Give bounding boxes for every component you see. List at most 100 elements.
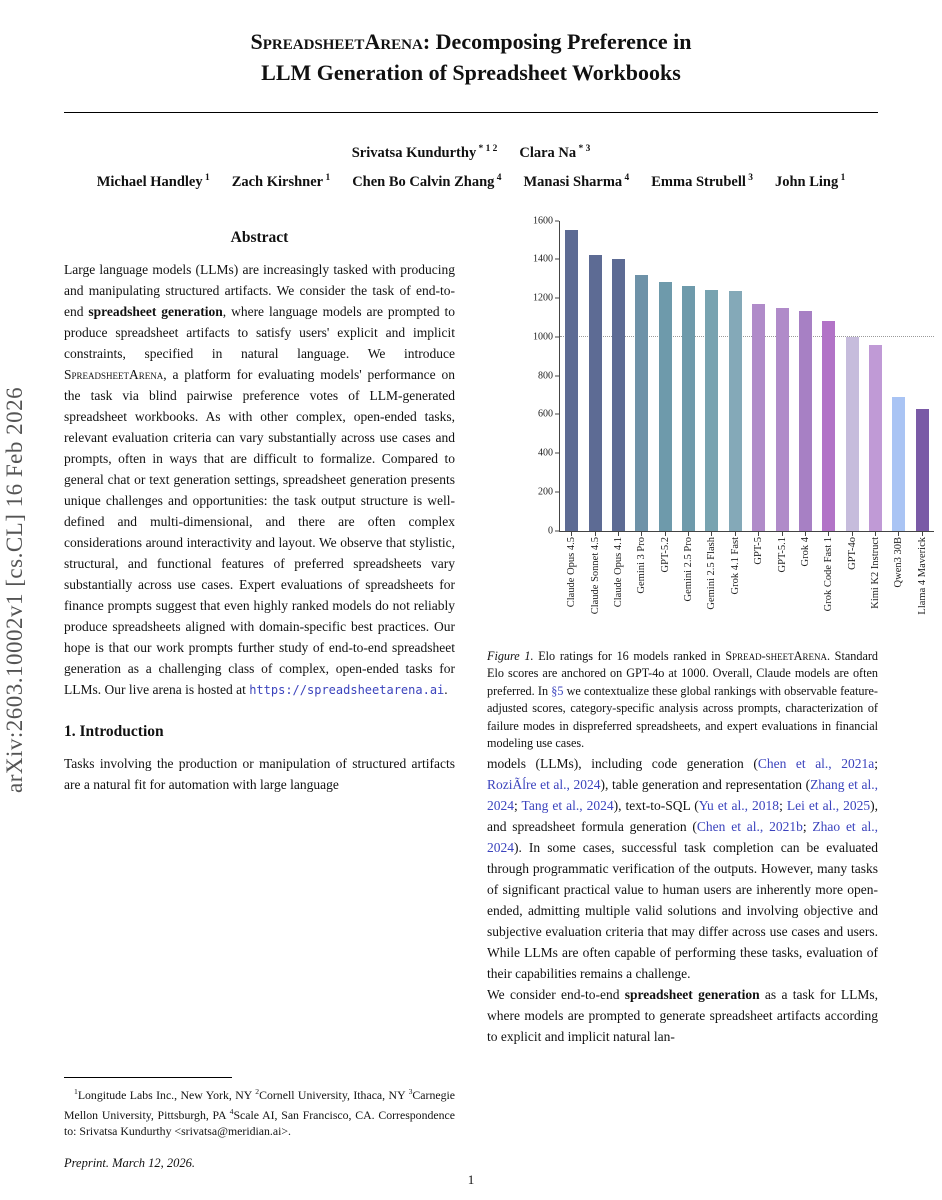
x-tick-label: Grok Code Fast 1 bbox=[823, 536, 835, 612]
body-paragraph-2: We consider end-to-end spreadsheet gener… bbox=[487, 984, 878, 1047]
bar-grok-4 bbox=[798, 310, 812, 531]
x-tick: GPT-5 bbox=[747, 531, 770, 634]
bar-claude-sonnet-4-5 bbox=[588, 254, 602, 531]
two-column-body: Abstract Large language models (LLMs) ar… bbox=[0, 195, 942, 1173]
text-segment: ), and spreadsheet formula generation ( bbox=[487, 797, 878, 834]
title-line-1: SpreadsheetArena: Decomposing Preference… bbox=[251, 29, 692, 54]
citation-zhang-2024[interactable]: Zhang et al., 2024 bbox=[487, 776, 878, 813]
text-segment: Figure 1. bbox=[487, 648, 534, 663]
right-column: 0 200 400 600 800 1000 1200 1400 1600 Claude Opu… bbox=[487, 215, 934, 1173]
bar-slot bbox=[700, 221, 723, 531]
x-tick-mark bbox=[571, 531, 573, 536]
bar-slot bbox=[583, 221, 606, 531]
y-tick-1000: 1000 bbox=[533, 331, 559, 342]
x-tick-label: Llama 4 Maverick bbox=[916, 536, 928, 615]
author-affiliation-mark: 1 bbox=[838, 172, 846, 183]
title-smallcaps: SpreadsheetArena: bbox=[250, 29, 431, 54]
x-tick: Claude Opus 4.5 bbox=[560, 531, 583, 634]
text-segment: ; bbox=[514, 797, 522, 813]
x-tick: Grok Code Fast 1 bbox=[817, 531, 840, 634]
text-segment: models (LLMs), including code generation… bbox=[487, 755, 758, 771]
bar-slot bbox=[630, 221, 653, 531]
author-line-2: Michael Handley 1 Zach Kirshner 1 Chen Bo … bbox=[0, 166, 942, 195]
x-tick-mark bbox=[851, 531, 853, 536]
x-tick-label: GPT-4o bbox=[846, 536, 858, 570]
citation-roziere-2024[interactable]: RoziÃĺre et al., 2024 bbox=[487, 776, 601, 792]
author-zach-kirshner: Zach Kirshner 1 bbox=[231, 172, 331, 190]
y-tick-mark bbox=[555, 220, 559, 222]
text-segment: Tasks involving the production or manipu… bbox=[64, 755, 455, 792]
figure-1-caption: Figure 1. Elo ratings for 16 models rank… bbox=[487, 648, 878, 753]
citation-yu-2018[interactable]: Yu et al., 2018 bbox=[698, 797, 780, 813]
text-segment: ; bbox=[779, 797, 787, 813]
section-5-link[interactable]: §5 bbox=[551, 683, 564, 698]
x-tick: Qwen3 30B bbox=[887, 531, 910, 634]
x-tick: Grok 4.1 Fast bbox=[724, 531, 747, 634]
arena-url-link[interactable]: https://spreadsheetarena.ai bbox=[249, 682, 445, 697]
x-tick-label: Grok 4 bbox=[799, 536, 811, 567]
bar-qwen3-30b bbox=[892, 396, 906, 531]
bar-slot bbox=[724, 221, 747, 531]
x-tick-label: Qwen3 30B bbox=[893, 536, 905, 588]
bar-slot bbox=[607, 221, 630, 531]
x-tick: Kimi K2 Instruct bbox=[864, 531, 887, 634]
y-tick-mark bbox=[555, 530, 559, 532]
title-line-2: LLM Generation of Spreadsheet Workbooks bbox=[261, 60, 681, 85]
author-john-ling: John Ling 1 bbox=[774, 172, 846, 190]
text-segment: 4 bbox=[229, 1106, 234, 1116]
y-tick-label: 1000 bbox=[533, 331, 553, 343]
bar-slot bbox=[560, 221, 583, 531]
bar-grok-code-fast-1 bbox=[822, 321, 836, 531]
footnote-block: 1Longitude Labs Inc., New York, NY 2Corn… bbox=[64, 1077, 455, 1172]
author-chen-bo-calvin-zhang: Chen Bo Calvin Zhang 4 bbox=[352, 172, 502, 190]
bar-slot bbox=[864, 221, 887, 531]
text-segment: Scale AI, San Francisco, CA. Corresponde… bbox=[64, 1107, 455, 1139]
x-tick: Gemini 3 Pro bbox=[630, 531, 653, 634]
bar-gemini-2-5-flash bbox=[705, 290, 719, 531]
body-paragraph-1: models (LLMs), including code generation… bbox=[487, 753, 878, 984]
text-segment: ; bbox=[874, 755, 878, 771]
bar-gpt-5-1 bbox=[775, 307, 789, 531]
text-segment: We consider end-to-end bbox=[487, 986, 625, 1002]
x-tick: Claude Opus 4.1 bbox=[607, 531, 630, 634]
text-segment: . bbox=[444, 681, 448, 697]
author-affiliation-mark: 4 bbox=[622, 172, 630, 183]
citation-tang-2024[interactable]: Tang et al., 2024 bbox=[521, 797, 614, 813]
text-segment: ; bbox=[802, 818, 813, 834]
citation-lei-2025[interactable]: Lei et al., 2025 bbox=[786, 797, 871, 813]
author-manasi-sharma: Manasi Sharma 4 bbox=[523, 172, 630, 190]
chart-bars bbox=[560, 221, 934, 531]
y-tick-1400: 1400 bbox=[533, 254, 559, 265]
bar-slot bbox=[770, 221, 793, 531]
citation-chen-2021a[interactable]: Chen et al., 2021a bbox=[757, 755, 875, 771]
bar-slot bbox=[654, 221, 677, 531]
paper-header: SpreadsheetArena: Decomposing Preference… bbox=[0, 0, 942, 195]
author-affiliation-mark: * 1 2 bbox=[476, 144, 498, 154]
text-segment: Longitude Labs Inc., New York, NY bbox=[77, 1088, 256, 1103]
author-emma-strubell: Emma Strubell 3 bbox=[651, 172, 753, 190]
bar-gemini-2-5-pro bbox=[682, 285, 696, 531]
x-tick-mark bbox=[641, 531, 643, 536]
author-affiliation-mark: * 3 bbox=[576, 144, 591, 154]
text-segment: Carnegie Mellon University, Pittsburgh, … bbox=[64, 1088, 456, 1122]
x-tick-mark bbox=[594, 531, 596, 536]
y-tick-mark bbox=[555, 413, 559, 415]
x-tick-label: GPT-5.2 bbox=[659, 536, 671, 573]
bar-slot bbox=[794, 221, 817, 531]
x-tick-label: Gemini 3 Pro bbox=[636, 536, 648, 594]
x-tick: Grok 4 bbox=[794, 531, 817, 634]
y-tick-label: 1200 bbox=[533, 292, 553, 304]
text-segment: 1 bbox=[74, 1087, 78, 1097]
author-srivatsa-kundurthy: Srivatsa Kundurthy * 1 2 bbox=[351, 144, 498, 161]
text-segment: 2 bbox=[255, 1087, 260, 1097]
x-tick-mark bbox=[734, 531, 736, 536]
author-clara-na: Clara Na * 3 bbox=[519, 144, 591, 161]
section-heading-introduction: 1. Introduction bbox=[64, 722, 164, 740]
citation-chen-2021b[interactable]: Chen et al., 2021b bbox=[696, 818, 803, 834]
text-segment: Large language models (LLMs) are increas… bbox=[64, 261, 455, 319]
author-affiliation-mark: 3 bbox=[745, 172, 753, 183]
citation-zhao-2024[interactable]: Zhao et al., 2024 bbox=[487, 818, 878, 855]
text-segment: ), table generation and representation ( bbox=[600, 776, 811, 792]
y-tick-label: 400 bbox=[538, 447, 553, 459]
